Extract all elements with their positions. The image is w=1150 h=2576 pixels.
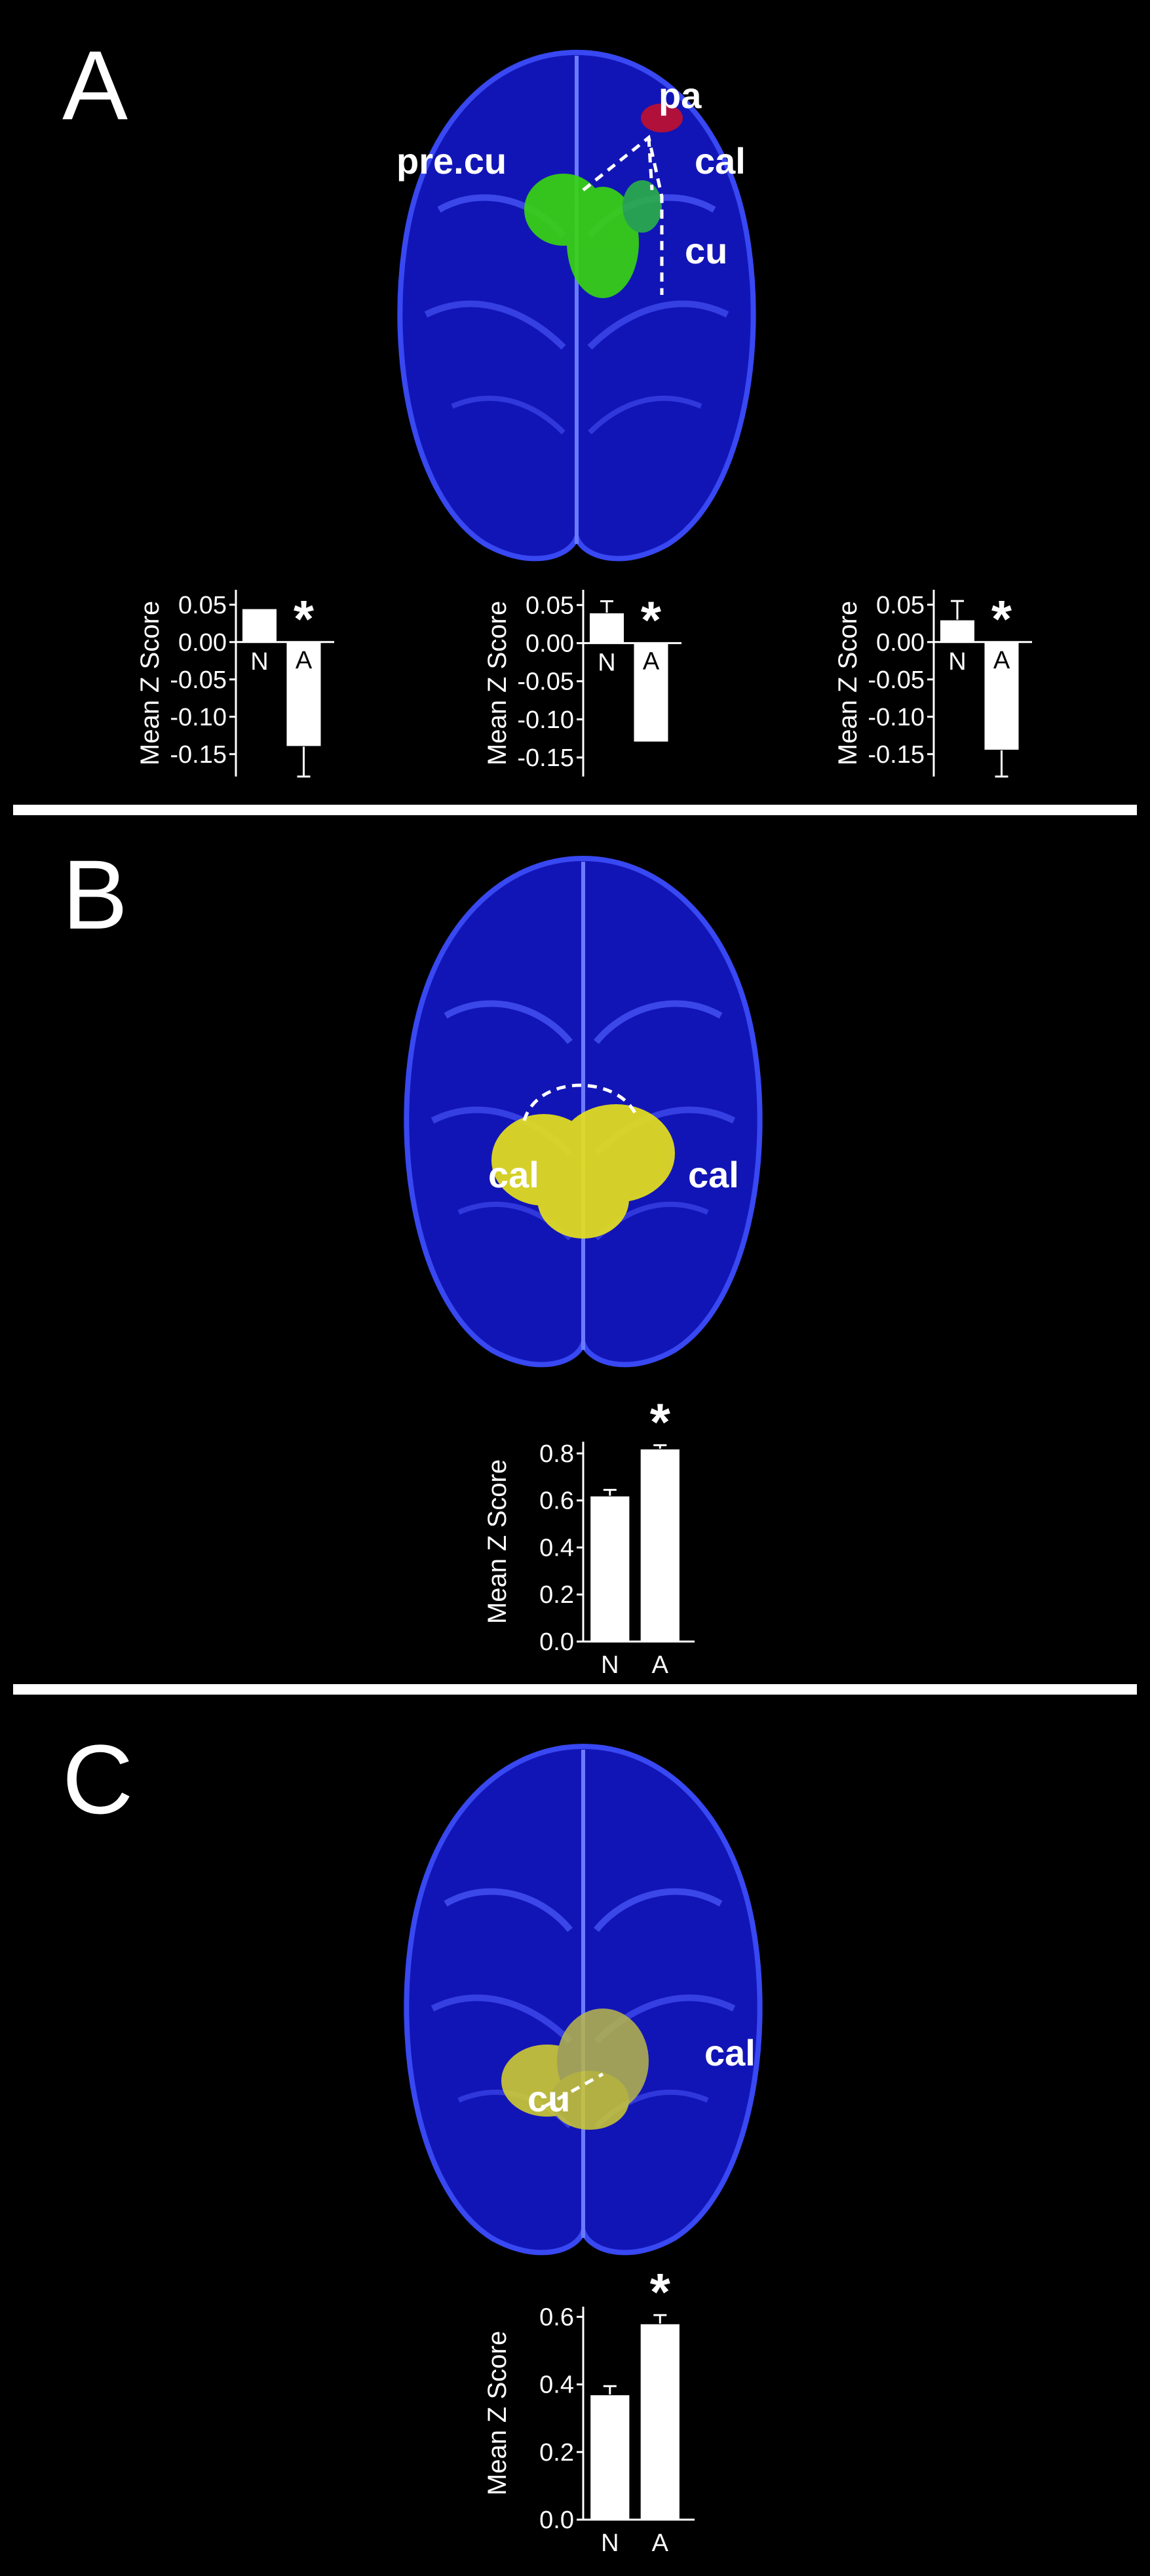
- brain-outline: [404, 1743, 763, 2256]
- significance-star: *: [641, 590, 662, 649]
- y-tick-label: 0.05: [178, 592, 227, 619]
- region-yellow: [501, 2009, 649, 2130]
- y-tick-label: -0.05: [170, 666, 227, 694]
- category-label: N: [601, 1651, 619, 1679]
- label-cu: cu: [527, 2078, 571, 2119]
- category-label: A: [296, 647, 313, 674]
- bar-chart: Mean Z Score 0.0 0.2 0.4 0.6 N A *: [483, 2263, 695, 2557]
- y-tick-label: 0.0: [539, 1628, 574, 1656]
- brain-render-c: [404, 1743, 763, 2256]
- bar-chart: Mean Z Score 0.0 0.2 0.4 0.6 0.8 N A *: [483, 1393, 695, 1679]
- brain-render-b: [404, 855, 763, 1368]
- y-tick-label: 0.00: [876, 629, 925, 657]
- significance-star: *: [294, 590, 315, 648]
- connector-arc: [522, 1083, 638, 1121]
- y-tick-label: -0.15: [517, 744, 574, 772]
- bar-chart: Mean Z Score 0.05 0.00 -0.05 -0.10 -0.15 N A*: [483, 590, 681, 777]
- label-cal: cal: [704, 2032, 756, 2073]
- label-precu: pre.cu: [396, 140, 507, 182]
- bar: [983, 641, 1020, 752]
- y-tick-label: 0.00: [178, 629, 227, 657]
- label-cal: cal: [695, 140, 746, 182]
- panel-c-letter: C: [62, 1724, 134, 1834]
- region-pa: [641, 104, 683, 132]
- category-label: A: [652, 2529, 669, 2557]
- bar: [639, 2322, 681, 2521]
- y-tick-label: 0.6: [539, 1488, 574, 1515]
- brain-outline: [397, 49, 756, 562]
- bar: [639, 1448, 681, 1642]
- panel-a-letter: A: [62, 30, 128, 140]
- divider-1: [13, 805, 1137, 815]
- connector-line: [543, 2072, 604, 2109]
- y-tick-label: -0.15: [170, 741, 227, 769]
- category-label: N: [250, 648, 268, 676]
- y-axis-label: Mean Z Score: [483, 601, 512, 765]
- significance-star: *: [650, 2263, 671, 2321]
- y-tick-label: -0.15: [868, 741, 925, 769]
- y-tick-label: 0.05: [526, 592, 574, 619]
- significance-star: *: [650, 1393, 671, 1451]
- y-tick-label: 0.6: [539, 2303, 574, 2331]
- bar-chart: Mean Z Score 0.05 0.00 -0.05 -0.10 -0.15 N A*: [136, 590, 334, 778]
- label-pa: pa: [659, 75, 702, 116]
- y-tick-label: 0.05: [876, 592, 925, 619]
- y-tick-label: -0.10: [170, 704, 227, 731]
- region-green: [524, 174, 662, 298]
- y-axis-label: Mean Z Score: [834, 601, 862, 765]
- bar: [589, 2394, 631, 2520]
- y-tick-label: -0.05: [517, 668, 574, 696]
- bar-chart: Mean Z Score 0.05 0.00 -0.05 -0.10 -0.15 N A*: [834, 590, 1032, 778]
- y-tick-label: -0.10: [868, 704, 925, 731]
- significance-star: *: [991, 590, 1012, 648]
- panel-b-letter: B: [62, 839, 128, 950]
- y-tick-label: 0.8: [539, 1440, 574, 1468]
- y-axis-label: Mean Z Score: [483, 1459, 512, 1624]
- category-label: A: [993, 647, 1010, 674]
- bar: [632, 642, 670, 743]
- y-tick-label: -0.05: [868, 666, 925, 694]
- bar: [241, 607, 278, 643]
- y-tick-label: 0.2: [539, 1581, 574, 1609]
- connector-lines: [582, 134, 664, 295]
- y-tick-label: 0.2: [539, 2439, 574, 2467]
- label-cu: cu: [685, 230, 728, 271]
- bar: [589, 1495, 631, 1642]
- label-cal-right: cal: [688, 1154, 739, 1195]
- y-axis-label: Mean Z Score: [483, 2331, 512, 2495]
- brain-outline: [404, 855, 763, 1368]
- category-label: N: [598, 649, 615, 676]
- y-tick-label: 0.00: [526, 630, 574, 657]
- category-label: A: [643, 647, 660, 675]
- y-tick-label: 0.4: [539, 2372, 574, 2399]
- y-axis-label: Mean Z Score: [136, 601, 164, 765]
- brain-render-a: [397, 49, 756, 562]
- bar: [588, 611, 625, 644]
- y-tick-label: -0.10: [517, 706, 574, 734]
- category-label: A: [652, 1651, 669, 1679]
- y-tick-label: 0.0: [539, 2507, 574, 2534]
- category-label: N: [601, 2529, 619, 2557]
- region-yellow: [491, 1104, 675, 1239]
- category-label: N: [948, 648, 966, 676]
- y-tick-label: 0.4: [539, 1534, 574, 1562]
- divider-2: [13, 1684, 1137, 1695]
- label-cal-left: cal: [488, 1154, 539, 1195]
- bar: [939, 619, 976, 643]
